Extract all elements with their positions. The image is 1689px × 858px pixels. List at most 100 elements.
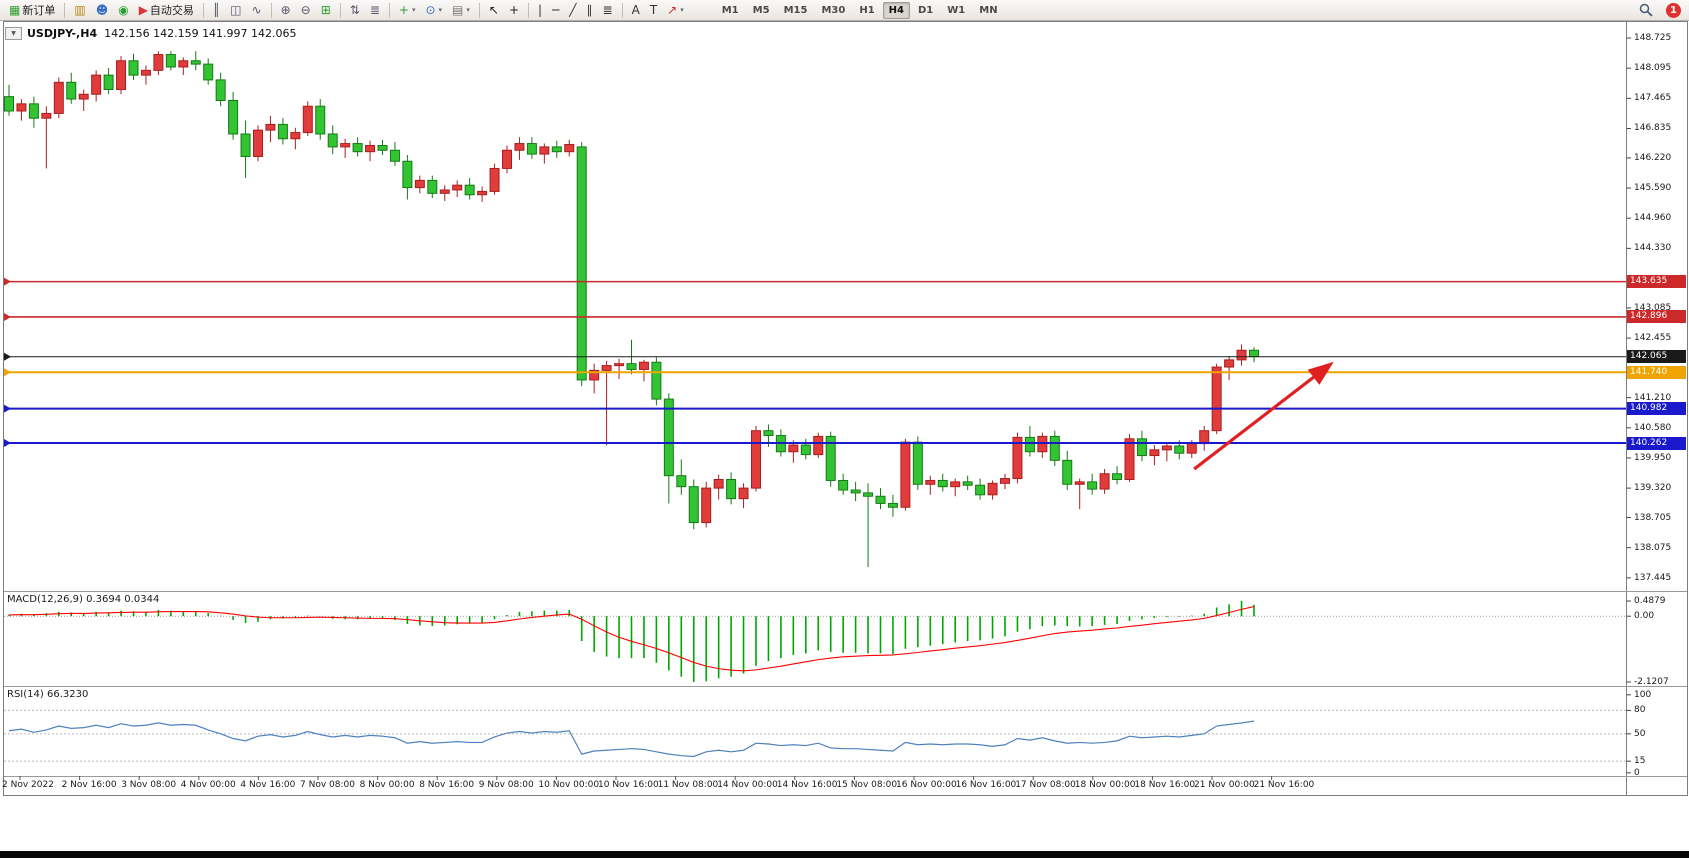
- time-label: 18 Nov 00:00: [1074, 780, 1136, 790]
- notification-badge[interactable]: 1: [1666, 2, 1681, 18]
- new-order-icon: ▦: [9, 3, 21, 17]
- candlestick-chart-button[interactable]: ◫: [225, 1, 246, 19]
- price-badge: 142.065: [1627, 350, 1686, 364]
- new-order-label: 新订单: [22, 4, 56, 17]
- candle: [950, 481, 961, 488]
- candle: [402, 160, 413, 189]
- time-label: 9 Nov 08:00: [478, 780, 534, 790]
- candle: [514, 143, 525, 151]
- time-label: 3 Nov 08:00: [121, 780, 177, 790]
- line-chart-icon: ∿: [251, 3, 262, 17]
- periods-button[interactable]: ⊙ ▾: [420, 1, 447, 19]
- timeframe-w1[interactable]: W1: [947, 4, 966, 16]
- candle: [863, 492, 874, 497]
- zoom-out-button[interactable]: ⊖: [296, 1, 316, 19]
- candle: [66, 81, 77, 100]
- candle: [1199, 430, 1210, 445]
- timeframe-m15[interactable]: M15: [783, 4, 808, 16]
- candle: [439, 189, 450, 194]
- time-label: 11 Nov 08:00: [657, 780, 719, 790]
- hline-edge-marker: [4, 439, 11, 448]
- line-chart-button[interactable]: ∿: [247, 1, 267, 19]
- tile-windows-button[interactable]: ⊞: [316, 1, 336, 19]
- crosshair-button[interactable]: +: [504, 1, 524, 19]
- arrange-windows-button[interactable]: ⇅: [345, 1, 365, 19]
- candle: [502, 149, 512, 169]
- market-watch-button[interactable]: ◉: [113, 1, 133, 19]
- candle: [140, 69, 151, 76]
- trend-arrow: [1193, 361, 1334, 471]
- new-chart-button[interactable]: ▥: [69, 1, 90, 19]
- profiles-button[interactable]: ☻: [91, 1, 114, 19]
- candle: [651, 361, 662, 400]
- equidistant-channel-button[interactable]: ∥: [582, 1, 598, 19]
- indicators-button[interactable]: + ▾: [394, 1, 421, 19]
- time-label: 16 Nov 00:00: [896, 780, 957, 790]
- rsi-name: RSI(14): [7, 689, 44, 700]
- price-tick-label: 148.095: [1634, 63, 1672, 74]
- candle: [1124, 438, 1135, 480]
- candle: [676, 475, 687, 488]
- text-label-button[interactable]: T: [645, 1, 662, 19]
- chart-shift-button[interactable]: ≣: [365, 1, 385, 19]
- new-order-button[interactable]: ▦ 新订单: [4, 1, 60, 19]
- price-tick-label: 140.580: [1634, 422, 1672, 433]
- chart-title: USDJPY-,H4 142.156 142.159 141.997 142.0…: [27, 27, 297, 40]
- candle: [576, 146, 587, 381]
- candle: [277, 123, 288, 140]
- timeframe-h4[interactable]: H4: [882, 1, 910, 19]
- timeframe-h1[interactable]: H1: [859, 4, 875, 16]
- rsi-tick-label: 15: [1634, 756, 1646, 767]
- price-tick-label: 141.210: [1634, 392, 1672, 403]
- candle: [887, 502, 898, 508]
- toolbar-separator: [478, 2, 480, 18]
- candle: [601, 365, 612, 371]
- zoom-in-button[interactable]: ⊕: [276, 1, 296, 19]
- candle: [103, 74, 114, 90]
- timeframe-m5[interactable]: M5: [752, 4, 770, 16]
- cursor-button[interactable]: ↖: [484, 1, 504, 19]
- candle: [1099, 473, 1110, 490]
- search-button[interactable]: [1634, 1, 1658, 19]
- candle: [788, 444, 799, 453]
- candle: [1136, 438, 1147, 457]
- auto-trading-button[interactable]: ▶ 自动交易: [134, 1, 199, 19]
- candle: [464, 184, 475, 196]
- vertical-line-button[interactable]: |: [533, 1, 547, 19]
- text-button[interactable]: A: [627, 1, 645, 19]
- candle: [91, 74, 102, 95]
- one-click-collapse-button[interactable]: ▼: [5, 27, 22, 40]
- time-label: 4 Nov 16:00: [240, 780, 296, 790]
- market-watch-icon: ◉: [118, 3, 129, 17]
- fibonacci-button[interactable]: ≣: [598, 1, 618, 19]
- periods-icon: ⊙: [425, 3, 436, 17]
- candle: [4, 96, 14, 112]
- price-tick-label: 148.725: [1634, 33, 1672, 44]
- candle: [962, 481, 973, 486]
- auto-trading-label: 自动交易: [149, 4, 194, 17]
- candle: [1161, 445, 1172, 451]
- candle: [203, 63, 214, 81]
- arrow-objects-button[interactable]: ↗ ▾: [662, 1, 689, 19]
- candle: [900, 441, 911, 508]
- timeframe-m1[interactable]: M1: [721, 4, 739, 16]
- bar-chart-button[interactable]: ║: [208, 1, 225, 19]
- candle: [41, 112, 52, 119]
- rsi-tick-label: 100: [1634, 689, 1652, 700]
- price-tick-label: 144.330: [1634, 243, 1672, 254]
- caret-down-icon: ▾: [466, 6, 470, 14]
- macd-values: 0.3694 0.0344: [86, 594, 160, 605]
- price-badge: 143.635: [1627, 275, 1686, 289]
- time-label: 8 Nov 00:00: [359, 780, 415, 790]
- price-badge: 142.896: [1627, 310, 1686, 324]
- trendline-button[interactable]: ╱: [564, 1, 581, 19]
- timeframe-d1[interactable]: D1: [917, 4, 934, 16]
- templates-button[interactable]: ▤ ▾: [447, 1, 475, 19]
- toolbar-groups: ▦ 新订单 ▥ ☻ ◉ ▶ 自动交易 ║ ◫ ∿ ⊕ ⊖ ⊞ ⇅ ≣ + ▾ ⊙ ▾ ▤ ▾ ↖ + | ─ ╱ ∥ ≣ A T ↗ ▾: [4, 1, 689, 19]
- horizontal-line-button[interactable]: ─: [547, 1, 564, 19]
- timeframe-mn[interactable]: MN: [979, 4, 998, 16]
- hline-edge-marker: [4, 277, 11, 286]
- timeframe-m30[interactable]: M30: [821, 4, 846, 16]
- toolbar-right: 1: [1634, 1, 1685, 19]
- candle: [1186, 443, 1197, 454]
